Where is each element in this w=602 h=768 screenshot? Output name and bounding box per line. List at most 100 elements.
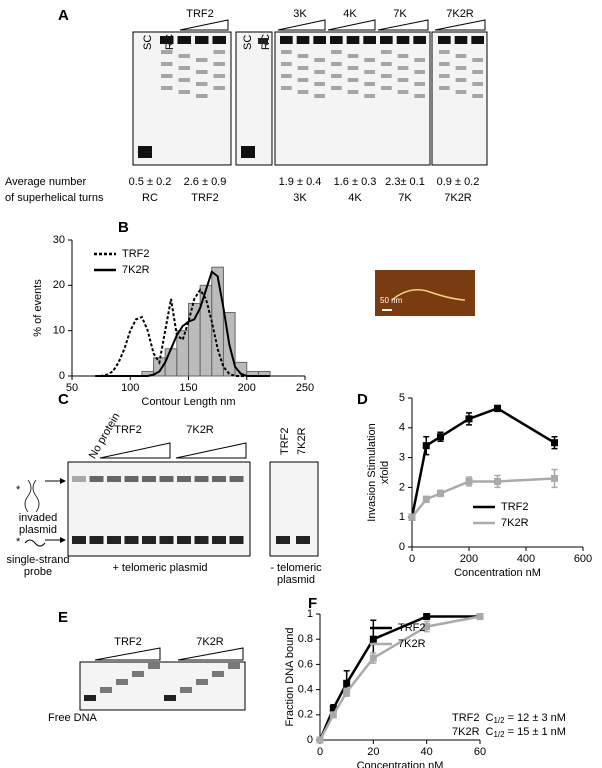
marker	[437, 489, 444, 497]
y-tick-label: 1	[399, 511, 405, 523]
gel-smear	[455, 66, 467, 70]
y-tick-label: 3	[399, 452, 405, 464]
gel-smear	[472, 70, 483, 74]
gel-smear	[472, 94, 483, 98]
gel-smear	[439, 86, 450, 90]
gel-band	[194, 536, 209, 544]
annotation-part: = 15 ± 1 nM	[508, 726, 566, 738]
y-axis-label: Fraction DNA bound	[284, 627, 296, 726]
side-label: Free DNA	[48, 712, 98, 724]
annotation-part: = 12 ± 3 nM	[508, 712, 566, 724]
gel-smear	[364, 70, 375, 74]
lane-label: 7K2R	[196, 636, 224, 648]
marker	[369, 654, 377, 662]
stats-label: Average number	[5, 176, 86, 188]
lane-label: No protein	[87, 411, 123, 461]
legend-label: TRF2	[398, 622, 426, 634]
gel-smear	[161, 86, 173, 90]
stat-name: 7K	[398, 192, 412, 204]
panel-label: D	[357, 391, 368, 408]
gel-band	[84, 695, 96, 701]
wedge	[327, 19, 376, 31]
panel-label: E	[58, 609, 68, 626]
gel-smear	[455, 54, 467, 58]
marker	[329, 711, 337, 719]
gel-smear	[381, 74, 392, 78]
stat-value: 2.6 ± 0.9	[184, 176, 227, 188]
gel-smear	[297, 78, 309, 82]
gel-smear	[347, 54, 359, 58]
x-tick-label: 50	[66, 382, 78, 394]
series-line	[318, 615, 481, 741]
gel-band	[180, 687, 192, 693]
marker	[465, 477, 473, 485]
gel-smear	[414, 94, 425, 98]
marker	[551, 474, 558, 482]
stats-label: of superhelical turns	[5, 192, 104, 204]
legend-label: 7K2R	[122, 264, 150, 276]
x-axis-label: Concentration nM	[357, 760, 444, 768]
x-tick-label: 400	[517, 553, 535, 565]
x-tick-label: 200	[460, 553, 478, 565]
y-axis-label: xfold	[379, 461, 391, 484]
marker	[423, 623, 431, 631]
gel-band	[72, 476, 86, 482]
y-tick-label: 0.8	[298, 633, 313, 645]
y-tick-label: 0.6	[298, 658, 313, 670]
wedge	[99, 442, 171, 459]
gel	[235, 31, 273, 166]
lane-label: 7K2R	[186, 424, 214, 436]
side-label: probe	[24, 566, 52, 578]
marker	[423, 613, 431, 621]
stat-value: 1.6 ± 0.3	[334, 176, 377, 188]
wedge	[434, 19, 486, 31]
histogram-bar	[234, 361, 248, 377]
x-tick-label: 600	[574, 553, 592, 565]
gel-band	[107, 476, 121, 482]
gel-smear	[397, 54, 409, 58]
gel-smear	[196, 70, 208, 74]
x-tick-label: 40	[421, 746, 433, 758]
gel-band	[241, 146, 255, 158]
gel-band	[413, 36, 426, 44]
gel-band	[212, 476, 226, 482]
legend-label: 7K2R	[501, 517, 529, 529]
marker	[422, 495, 430, 503]
gel-smear	[414, 70, 425, 74]
gel-band	[363, 36, 376, 44]
y-tick-label: 0	[307, 734, 313, 746]
afm-inset	[375, 270, 475, 316]
gel-smear	[281, 50, 292, 54]
lane-label: TRF2	[186, 8, 214, 20]
afm-molecule	[391, 289, 466, 301]
gel-band	[280, 36, 293, 44]
gel-band	[346, 36, 360, 44]
gel-band	[212, 36, 226, 44]
gel-band	[396, 36, 410, 44]
panel-label: B	[118, 219, 129, 236]
gel-band	[228, 663, 240, 669]
gel-smear	[281, 74, 292, 78]
gel-band	[177, 536, 191, 544]
lane-label: 7K2R	[296, 427, 308, 455]
gel-smear	[196, 82, 208, 86]
gel-band	[142, 536, 156, 544]
gel-band	[177, 36, 191, 44]
gel-smear	[314, 70, 325, 74]
x-tick-label: 0	[409, 553, 415, 565]
lane-label: SC	[242, 35, 254, 50]
annotation-part: TRF2	[452, 712, 480, 724]
gel-band	[107, 536, 121, 544]
gel-smear	[314, 82, 325, 86]
lane-label: TRF2	[279, 428, 291, 456]
marker	[369, 635, 377, 643]
gel-smear	[364, 94, 375, 98]
wedge	[179, 19, 229, 31]
series-line	[410, 407, 556, 518]
gel-smear	[347, 90, 359, 94]
gel-smear	[397, 78, 409, 82]
gel-smear	[347, 66, 359, 70]
x-tick-label: 250	[296, 382, 314, 394]
gel-band	[438, 36, 451, 44]
